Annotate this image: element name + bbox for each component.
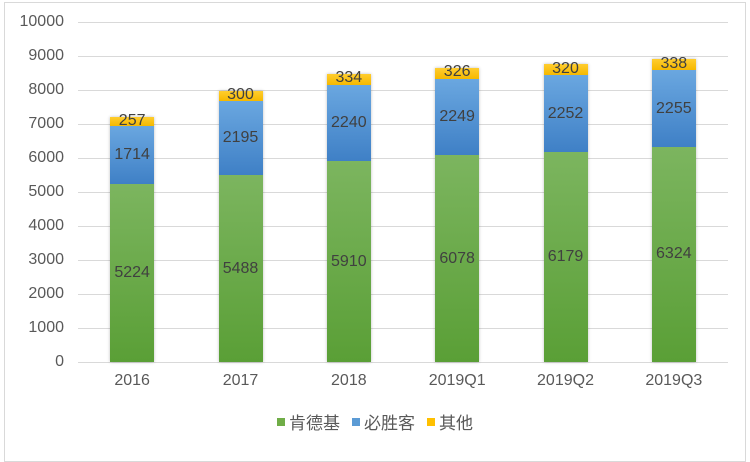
- y-tick-label: 4000: [28, 217, 64, 234]
- bar-segment: 5224: [110, 184, 155, 362]
- bar-segment: 300: [218, 86, 263, 103]
- legend-item: 肯德基: [277, 409, 340, 434]
- y-tick-label: 0: [55, 353, 64, 370]
- bar-segment: 6078: [435, 155, 480, 362]
- bar-segment: 1714: [110, 126, 155, 185]
- gridline: [78, 124, 728, 125]
- y-tick-label: 10000: [19, 13, 65, 30]
- data-label: 5910: [331, 252, 367, 270]
- x-tick-label: 2019Q3: [645, 372, 703, 389]
- data-label: 326: [443, 63, 471, 81]
- data-label: 6078: [439, 249, 475, 267]
- data-label: 338: [660, 54, 688, 72]
- gridline: [78, 192, 728, 193]
- y-tick-label: 2000: [28, 285, 64, 302]
- stacked-bar: 6078 2249 326: [435, 63, 480, 362]
- legend-swatch-icon: [427, 417, 435, 426]
- legend-swatch-icon: [277, 417, 285, 426]
- bar-segment: 2240: [326, 84, 371, 162]
- x-tick-label: 2019Q1: [428, 372, 486, 389]
- data-label: 5224: [114, 264, 150, 282]
- x-tick-label: 2018: [331, 372, 367, 389]
- data-label: 6179: [547, 247, 584, 265]
- gridline: [78, 362, 728, 363]
- plot-area: 5224 1714 257 5488 2195 300 5910 2240 334 6078 224…: [78, 22, 728, 363]
- bar-segment: 320: [543, 60, 588, 77]
- legend-label: 肯德基: [289, 414, 340, 433]
- legend-label: 必胜客: [364, 414, 415, 433]
- data-label: 2249: [439, 108, 475, 126]
- stacked-bar: 5488 2195 300: [218, 86, 263, 362]
- y-tick-label: 1000: [28, 319, 64, 336]
- stacked-bar: 5224 1714 257: [110, 112, 155, 362]
- gridline: [78, 22, 728, 23]
- y-tick-label: 3000: [28, 251, 64, 268]
- bar-segment: 2252: [543, 75, 588, 152]
- data-label: 2240: [331, 113, 367, 131]
- stacked-bar: 6179 2252 320: [543, 60, 588, 362]
- gridline: [78, 260, 728, 261]
- legend-item: 必胜客: [352, 409, 415, 434]
- bar-segment: 5910: [326, 161, 371, 362]
- gridline: [78, 158, 728, 159]
- bar-segment: 2195: [218, 100, 263, 176]
- bar-segment: 2255: [651, 70, 696, 147]
- gridline: [78, 328, 728, 329]
- gridline: [78, 90, 728, 91]
- data-label: 2255: [656, 99, 692, 117]
- data-label: 257: [118, 111, 146, 129]
- gridline: [78, 294, 728, 295]
- bar-segment: 257: [110, 112, 155, 129]
- x-tick-label: 2017: [222, 372, 259, 389]
- legend-label: 其他: [439, 414, 473, 433]
- bar-segment: 5488: [218, 175, 263, 362]
- x-tick-label: 2019Q2: [537, 372, 594, 389]
- data-label: 5488: [222, 259, 259, 277]
- legend: 肯德基 必胜客 其他: [0, 409, 750, 434]
- data-label: 300: [227, 85, 254, 103]
- bar-segment: 338: [651, 55, 696, 72]
- bar-segment: 6179: [543, 151, 588, 362]
- gridline: [78, 226, 728, 227]
- data-label: 6324: [656, 245, 692, 263]
- data-label: 320: [552, 59, 579, 77]
- y-tick-label: 5000: [28, 183, 64, 200]
- y-tick-label: 8000: [28, 81, 64, 98]
- gridline: [78, 56, 728, 57]
- bar-segment: 334: [326, 69, 371, 86]
- bar-segment: 6324: [651, 146, 696, 362]
- x-tick-label: 2016: [114, 372, 150, 389]
- legend-item: 其他: [427, 409, 473, 434]
- data-label: 2195: [222, 129, 259, 147]
- stacked-bar: 5910 2240 334: [326, 69, 371, 362]
- legend-swatch-icon: [352, 417, 360, 426]
- data-label: 1714: [114, 146, 150, 164]
- bar-segment: 2249: [435, 78, 480, 156]
- y-tick-label: 7000: [28, 115, 64, 132]
- stacked-bar: 6324 2255 338: [651, 55, 696, 362]
- data-label: 334: [335, 69, 363, 87]
- data-label: 2252: [547, 104, 584, 122]
- y-tick-label: 9000: [28, 47, 64, 64]
- bar-segment: 326: [435, 63, 480, 80]
- y-tick-label: 6000: [28, 149, 64, 166]
